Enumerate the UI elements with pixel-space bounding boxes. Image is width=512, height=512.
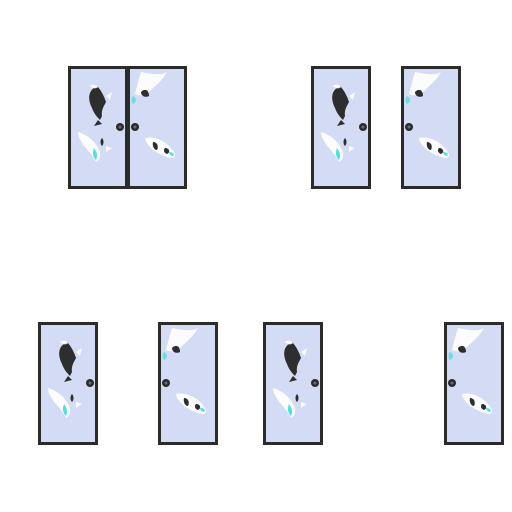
koi-door-right-icon xyxy=(444,322,504,445)
single-door-left-a xyxy=(38,322,98,445)
split-door-left-panel xyxy=(311,66,371,189)
koi-door-left-icon xyxy=(263,322,323,445)
koi-door-right-icon xyxy=(401,66,461,189)
split-door-right-panel xyxy=(401,66,461,189)
koi-door-left-icon xyxy=(311,66,371,189)
koi-door-right-icon xyxy=(127,66,187,189)
single-door-left-b xyxy=(263,322,323,445)
koi-door-right-icon xyxy=(158,322,218,445)
single-door-right-b xyxy=(444,322,504,445)
koi-door-left-icon xyxy=(68,66,128,189)
single-door-right-a xyxy=(158,322,218,445)
double-door-left-panel xyxy=(68,66,128,189)
koi-door-left-icon xyxy=(38,322,98,445)
double-door-right-panel xyxy=(127,66,187,189)
